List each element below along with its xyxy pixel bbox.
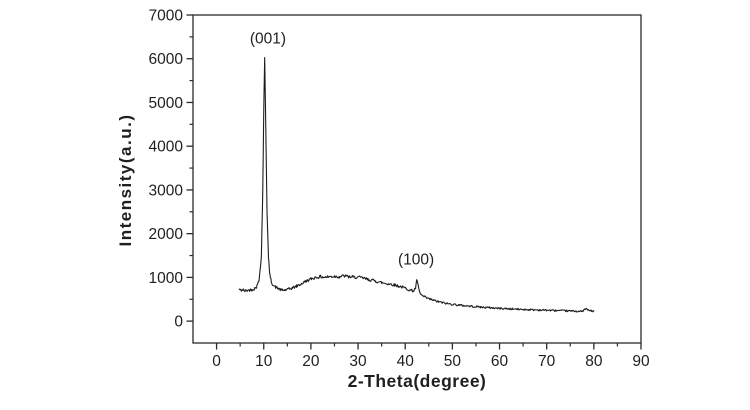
y-tick-label: 1000 [149,270,184,287]
y-tick-label: 7000 [149,8,184,25]
x-tick-label: 10 [255,353,273,370]
x-tick-label: 90 [632,353,650,370]
x-tick-label: 50 [444,353,462,370]
x-tick-label: 40 [397,353,415,370]
x-tick-label: 70 [538,353,556,370]
plot-frame [192,14,642,344]
y-axis-title: Intensity(a.u.) [116,113,135,247]
y-tick-label: 5000 [149,95,184,112]
peak-annotation: (001) [250,30,286,47]
x-axis-title: 2-Theta(degree) [347,371,487,391]
x-tick-label: 20 [302,353,320,370]
y-tick-label: 6000 [149,51,184,68]
x-tick-label: 80 [585,353,603,370]
y-tick-label: 0 [174,314,183,331]
y-tick-label: 3000 [149,182,184,199]
peak-annotation: (100) [398,252,434,269]
x-tick-label: 0 [212,353,221,370]
x-tick-label: 60 [491,353,509,370]
y-tick-label: 2000 [149,226,184,243]
x-tick-label: 30 [349,353,367,370]
y-tick-label: 4000 [149,139,184,156]
xrd-curve [238,56,595,313]
